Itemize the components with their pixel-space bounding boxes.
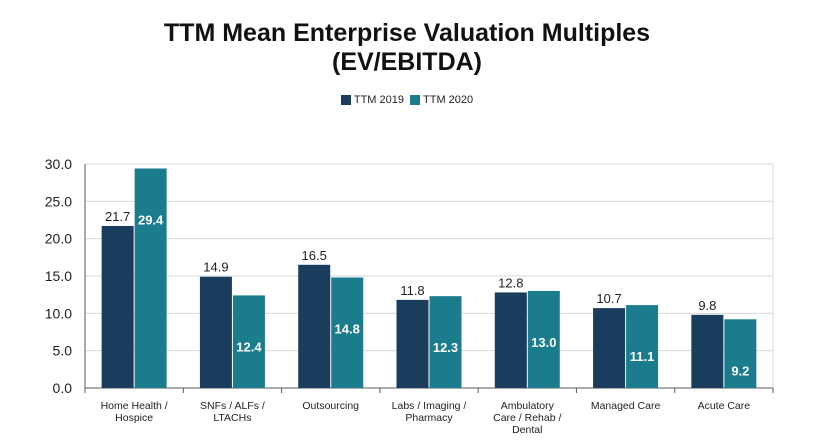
data-label-ttm2020: 13.0 bbox=[531, 335, 556, 350]
x-category-label: Hospice bbox=[115, 412, 153, 424]
legend-item-ttm2020: TTM 2020 bbox=[410, 94, 473, 106]
x-category-label: LTACHs bbox=[213, 412, 251, 424]
data-label-ttm2019: 12.8 bbox=[498, 275, 523, 290]
data-label-ttm2019: 16.5 bbox=[302, 248, 327, 263]
legend: TTM 2019 TTM 2020 bbox=[0, 94, 814, 106]
y-tick-label: 20.0 bbox=[45, 231, 72, 247]
bar-ttm2020 bbox=[331, 277, 364, 388]
legend-swatch-ttm2020 bbox=[410, 95, 420, 105]
bar-ttm2019 bbox=[298, 264, 331, 388]
data-label-ttm2019: 10.7 bbox=[596, 291, 621, 306]
x-category-label: Labs / Imaging / bbox=[392, 400, 467, 412]
bar-ttm2020 bbox=[232, 295, 265, 388]
bar-ttm2019 bbox=[593, 308, 626, 388]
bar-ttm2020 bbox=[626, 305, 659, 388]
y-tick-label: 15.0 bbox=[45, 268, 72, 284]
chart-title-line2: (EV/EBITDA) bbox=[332, 48, 482, 76]
y-tick-label: 0.0 bbox=[53, 380, 73, 396]
bar-ttm2020 bbox=[429, 296, 462, 388]
bar-ttm2019 bbox=[691, 314, 724, 388]
legend-swatch-ttm2019 bbox=[340, 95, 351, 105]
chart-title-line1: TTM Mean Enterprise Valuation Multiples bbox=[163, 19, 651, 47]
bar-ttm2020 bbox=[724, 319, 757, 388]
x-category-label: Care / Rehab / bbox=[493, 412, 561, 424]
y-tick-label: 25.0 bbox=[45, 193, 72, 209]
data-label-ttm2020: 12.3 bbox=[433, 340, 458, 355]
x-category-label: Outsourcing bbox=[302, 400, 359, 412]
data-label-ttm2020: 11.1 bbox=[630, 349, 655, 364]
data-label-ttm2020: 9.2 bbox=[731, 363, 749, 378]
legend-item-ttm2019: TTM 2019 bbox=[340, 94, 404, 106]
y-tick-label: 30.0 bbox=[45, 156, 72, 172]
legend-label-ttm2019: TTM 2019 bbox=[353, 94, 404, 106]
y-tick-label: 5.0 bbox=[53, 343, 73, 359]
x-category-label: Home Health / bbox=[101, 400, 168, 412]
x-category-label: Acute Care bbox=[698, 400, 751, 412]
bar-ttm2019 bbox=[199, 276, 232, 388]
data-label-ttm2019: 21.7 bbox=[105, 209, 130, 224]
data-label-ttm2020: 14.8 bbox=[335, 321, 360, 336]
bar-ttm2020 bbox=[527, 290, 560, 388]
x-category-label: Dental bbox=[512, 424, 542, 436]
bar-ttm2019 bbox=[101, 225, 134, 388]
data-label-ttm2019: 9.8 bbox=[698, 298, 716, 313]
data-label-ttm2020: 12.4 bbox=[236, 339, 262, 354]
x-category-label: Pharmacy bbox=[405, 412, 453, 424]
data-label-ttm2019: 11.8 bbox=[400, 283, 424, 298]
y-tick-label: 10.0 bbox=[45, 305, 72, 321]
x-category-label: Ambulatory bbox=[501, 400, 555, 412]
data-label-ttm2019: 14.9 bbox=[203, 260, 228, 275]
bar-ttm2019 bbox=[494, 292, 527, 388]
data-label-ttm2020: 29.4 bbox=[138, 212, 164, 227]
bar-ttm2019 bbox=[396, 299, 429, 388]
bar-ttm2020 bbox=[134, 168, 167, 388]
legend-label-ttm2020: TTM 2020 bbox=[423, 94, 474, 106]
x-category-label: SNFs / ALFs / bbox=[200, 400, 265, 412]
x-category-label: Managed Care bbox=[591, 400, 661, 412]
